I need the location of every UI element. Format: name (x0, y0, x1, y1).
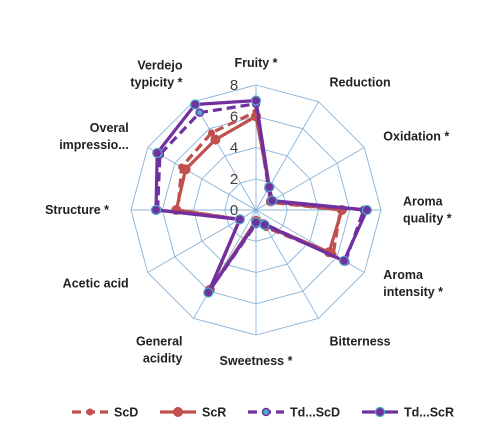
data-point (150, 204, 162, 216)
legend-item: Td...ScR (362, 406, 454, 420)
axis-label-line: intensity * (383, 285, 443, 299)
axis-label-line: acidity (143, 351, 183, 365)
axis-label-line: Sweetness * (220, 354, 293, 368)
axis-label-line: General (136, 334, 183, 348)
data-point (234, 214, 245, 225)
legend-label: Td...ScR (404, 406, 454, 420)
axis-label: Verdejo typicity * (130, 59, 182, 90)
axis-label-line: impressio... (59, 138, 128, 152)
legend: ScD ScR Td...ScD Td...ScR (72, 406, 454, 420)
axis-label: Aroma intensity * (383, 268, 443, 299)
legend-swatch-marker (261, 407, 271, 417)
legend-swatch-marker (374, 406, 386, 418)
axis-label-line: Oxidation * (383, 130, 449, 144)
data-point (203, 287, 214, 298)
series-scr (171, 111, 347, 295)
radial-tick-labels: 0 2 4 6 8 (230, 77, 238, 219)
axis-label: Fruity * (234, 56, 277, 70)
legend-label: ScD (114, 406, 138, 420)
data-point (250, 95, 262, 106)
axis-labels: Fruity * Reduction Oxidation * Aroma quality… (45, 56, 452, 368)
tick-label: 2 (230, 171, 238, 188)
axis-label: Acetic acid (63, 277, 129, 291)
axis-label-line: Structure * (45, 203, 109, 217)
axis-label-line: Fruity * (234, 56, 277, 70)
axis-label: Structure * (45, 203, 109, 217)
axis-label: General acidity (136, 334, 183, 365)
legend-item: Td...ScD (248, 406, 340, 420)
axis-label: Reduction (330, 76, 391, 90)
axis-label: Overal impressio... (59, 121, 128, 152)
data-point (180, 164, 191, 175)
axis-label-line: quality * (403, 212, 452, 226)
legend-item: ScD (72, 406, 138, 420)
grid-spoke (193, 101, 257, 211)
tick-label: 6 (230, 108, 238, 125)
axis-label-line: Reduction (330, 76, 391, 90)
axis-label-line: Bitterness (330, 334, 391, 348)
axis-label-line: typicity * (130, 76, 182, 90)
grid-spoke (147, 147, 257, 211)
series-td-scr (150, 95, 372, 298)
legend-label: ScR (202, 406, 226, 420)
axis-label: Aroma quality * (403, 195, 452, 226)
axis-label: Oxidation * (383, 130, 449, 144)
data-point (208, 129, 215, 137)
data-point (267, 195, 278, 206)
series-line (154, 98, 369, 295)
legend-swatch-marker (86, 408, 94, 416)
data-point (250, 217, 262, 228)
tick-label: 4 (230, 140, 238, 157)
data-point (338, 255, 350, 266)
axis-label: Bitterness (330, 334, 391, 348)
grid-spoke (193, 209, 257, 319)
data-point (361, 204, 372, 216)
legend-item: ScR (160, 406, 226, 420)
axis-label-line: Overal (90, 121, 129, 135)
legend-label: Td...ScD (290, 406, 340, 420)
axis-label-line: Aroma (383, 268, 424, 282)
axis-label-line: Verdejo (137, 59, 183, 73)
legend-swatch-marker (173, 407, 183, 417)
data-point (195, 108, 204, 117)
axis-label: Sweetness * (220, 354, 293, 368)
axis-label-line: Aroma (403, 195, 444, 209)
data-point (190, 99, 201, 110)
tick-label: 8 (230, 77, 238, 94)
data-point (152, 147, 163, 159)
data-point (259, 219, 270, 230)
tick-label: 0 (230, 202, 238, 219)
series-plot-area (150, 95, 372, 298)
axis-label-line: Acetic acid (63, 277, 129, 291)
data-point (210, 134, 221, 145)
data-point (264, 181, 275, 193)
